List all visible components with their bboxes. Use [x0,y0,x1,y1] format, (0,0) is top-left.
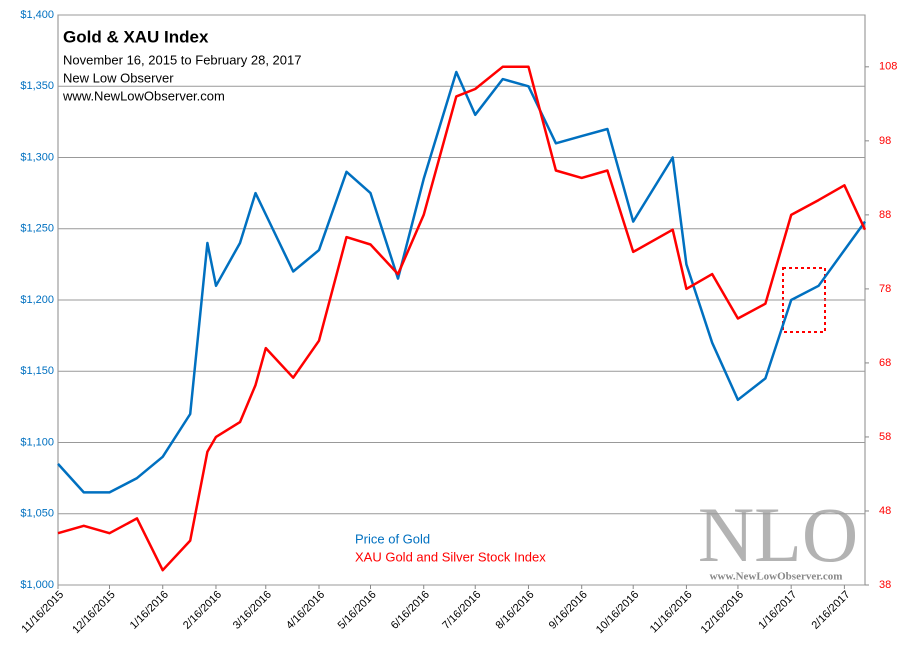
y-tick-label: $1,250 [20,223,54,235]
x-tick-label: 12/16/2015 [70,589,117,636]
x-tick-label: 5/16/2016 [336,589,379,632]
series-line [57,70,867,494]
chart-title: Gold & XAU Index [63,27,209,46]
legend-entry: Price of Gold [355,531,430,546]
y2-tick-label: 98 [879,135,891,147]
x-tick-label: 12/16/2016 [699,589,746,636]
x-tick-label: 7/16/2016 [440,589,483,632]
x-tick-label: 4/16/2016 [284,589,327,632]
y2-tick-label: 58 [879,431,891,443]
x-tick-label: 1/16/2016 [128,589,171,632]
y2-tick-label: 88 [879,209,891,221]
x-tick-label: 6/16/2016 [389,589,432,632]
y2-tick-label: 108 [879,61,897,73]
y-tick-label: $1,050 [20,508,54,520]
y-tick-label: $1,400 [20,9,54,21]
y2-tick-label: 78 [879,283,891,295]
y-tick-label: $1,000 [20,579,54,591]
annotation: New Low Observer [63,70,174,85]
watermark: NLO [698,491,858,578]
x-tick-label: 2/16/2016 [181,589,224,632]
subtitle: November 16, 2015 to February 28, 2017 [63,52,301,67]
y2-tick-label: 68 [879,357,891,369]
y2-tick-label: 38 [879,579,891,591]
series-line [57,65,867,572]
y2-tick-label: 48 [879,505,891,517]
x-tick-label: 10/16/2016 [594,589,641,636]
annotation: www.NewLowObserver.com [62,88,225,103]
y-tick-label: $1,350 [20,80,54,92]
y-tick-label: $1,150 [20,365,54,377]
y-tick-label: $1,300 [20,151,54,163]
x-tick-label: 9/16/2016 [547,589,590,632]
x-tick-label: 8/16/2016 [494,589,537,632]
x-tick-label: 3/16/2016 [231,589,274,632]
legend-entry: XAU Gold and Silver Stock Index [355,549,546,564]
y-tick-label: $1,200 [20,294,54,306]
x-tick-label: 2/16/2017 [809,589,852,632]
x-tick-label: 11/16/2016 [648,589,695,636]
watermark: www.NewLowObserver.com [710,571,843,583]
x-tick-label: 1/16/2017 [756,589,799,632]
y-tick-label: $1,100 [20,436,54,448]
x-tick-label: 11/16/2015 [19,589,66,636]
